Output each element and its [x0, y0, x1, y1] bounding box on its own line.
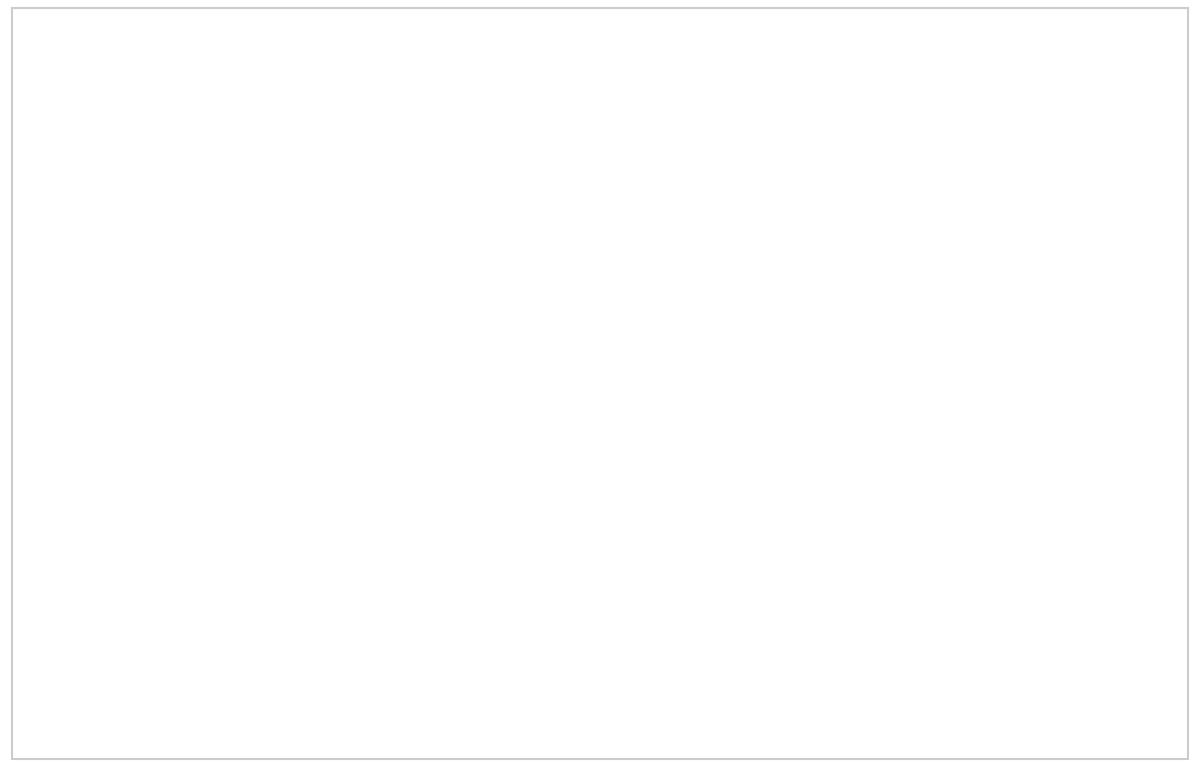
- Text: e: e: [104, 721, 115, 739]
- Text: $x = 2\mathrm{cos}t - 3,$: $x = 2\mathrm{cos}t - 3,$: [162, 322, 283, 341]
- Text: $x = 2\mathrm{cos}t + 3,$: $x = 2\mathrm{cos}t + 3,$: [162, 221, 283, 239]
- Text: Find a parametric equations representation for the curve: Find a parametric equations representati…: [84, 54, 598, 71]
- Text: a.: a.: [84, 179, 101, 197]
- Text: $y = \dfrac{\mathrm{sin}t - 2}{3}$: $y = \dfrac{\mathrm{sin}t - 2}{3}$: [468, 259, 570, 296]
- Text: e.: e.: [84, 367, 101, 385]
- Text: $= 1$: $= 1$: [749, 109, 787, 129]
- Text: d.: d.: [84, 322, 101, 341]
- Text: $+$: $+$: [532, 109, 548, 129]
- Text: $\dfrac{(y-2)^{\,2}}{9}$: $\dfrac{(y-2)^{\,2}}{9}$: [619, 93, 701, 145]
- Text: $y = 4\mathrm{sin}t - 2$: $y = 4\mathrm{sin}t - 2$: [444, 177, 556, 199]
- Text: $y = 3(\mathrm{sin}t - 2)^2$: $y = 3(\mathrm{sin}t - 2)^2$: [468, 364, 602, 388]
- Text: $y = 3\mathrm{sin}t + 2$: $y = 3\mathrm{sin}t + 2$: [444, 321, 556, 342]
- Text: $\dfrac{(x+3)^{\,2}}{4}$: $\dfrac{(x+3)^{\,2}}{4}$: [391, 94, 473, 144]
- Text: $y = 3\mathrm{sin}t - 2$: $y = 3\mathrm{sin}t - 2$: [444, 219, 556, 241]
- Text: c: c: [104, 593, 114, 611]
- Text: a: a: [104, 463, 115, 481]
- Text: $x = \dfrac{\mathrm{cos}t + 3}{2},$: $x = \dfrac{\mathrm{cos}t + 3}{2},$: [162, 260, 275, 295]
- Text: b.: b.: [84, 221, 101, 239]
- Text: b: b: [104, 528, 116, 546]
- Text: $x = 2(\mathrm{cos}t - 3)^2,$: $x = 2(\mathrm{cos}t - 3)^2,$: [162, 365, 306, 387]
- Text: d: d: [104, 658, 115, 676]
- Text: $x = 9\mathrm{cos}t + 3,$: $x = 9\mathrm{cos}t + 3,$: [162, 179, 283, 197]
- Text: c.: c.: [84, 268, 100, 287]
